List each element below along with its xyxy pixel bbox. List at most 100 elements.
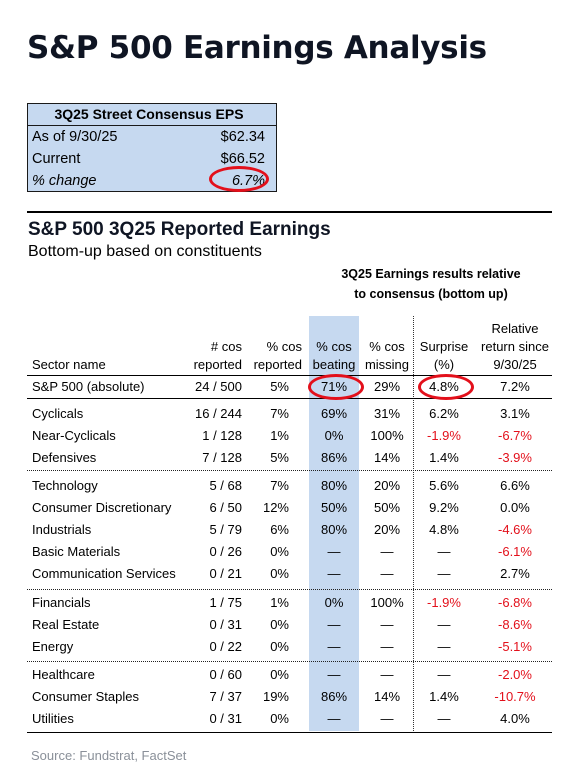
pct-beating: 50% <box>320 500 348 515</box>
col-header-line: missing <box>364 357 410 372</box>
table-row: S&P 500 (absolute) 24 / 500 5% 71% 29% 4.8% 7.… <box>0 376 588 398</box>
sector-name: Industrials <box>32 522 92 537</box>
relative-return: -4.6% <box>498 522 532 537</box>
pct-reported: 0% <box>270 667 289 682</box>
pct-beating: — <box>327 639 341 654</box>
col-header-line: % cos <box>316 339 352 354</box>
group-header: 3Q25 Earnings results relative to consen… <box>318 264 544 304</box>
table-row: Technology 5 / 68 7% 80% 20% 5.6% 6.6% <box>0 475 588 497</box>
table-row: Industrials 5 / 79 6% 80% 20% 4.8% -4.6% <box>0 519 588 541</box>
col-header-surprise: Surprise (%) <box>414 338 474 374</box>
col-header-line: reported <box>253 357 302 372</box>
page-title: S&P 500 Earnings Analysis <box>27 30 487 66</box>
section-title: S&P 500 3Q25 Reported Earnings <box>28 219 331 240</box>
col-header-sector: Sector name <box>32 357 106 372</box>
surprise-pct: 4.8% <box>429 522 459 537</box>
cos-reported: 1 / 75 <box>209 595 242 610</box>
surprise-pct: 1.4% <box>429 450 459 465</box>
table-row: Consumer Staples 7 / 37 19% 86% 14% 1.4% -10.7… <box>0 686 588 708</box>
cos-reported: 5 / 79 <box>209 522 242 537</box>
pct-reported: 7% <box>270 406 289 421</box>
table-row: Near-Cyclicals 1 / 128 1% 0% 100% -1.9% -6.7% <box>0 425 588 447</box>
pct-reported: 1% <box>270 595 289 610</box>
pct-beating: — <box>327 544 341 559</box>
pct-missing: 29% <box>373 379 401 394</box>
pct-reported: 0% <box>270 639 289 654</box>
surprise-pct: — <box>437 566 451 581</box>
surprise-pct: 1.4% <box>429 689 459 704</box>
pct-missing: 50% <box>373 500 401 515</box>
pct-beating: 0% <box>324 428 344 443</box>
pct-missing: — <box>380 639 394 654</box>
pct-missing: — <box>380 667 394 682</box>
table-row: Defensives 7 / 128 5% 86% 14% 1.4% -3.9% <box>0 447 588 469</box>
table-row: Financials 1 / 75 1% 0% 100% -1.9% -6.8% <box>0 592 588 614</box>
table-row: Real Estate 0 / 31 0% — — — -8.6% <box>0 614 588 636</box>
cos-reported: 16 / 244 <box>195 406 242 421</box>
relative-return: 2.7% <box>500 566 530 581</box>
sector-name: Utilities <box>32 711 74 726</box>
group-rule <box>27 661 552 662</box>
relative-return: -2.0% <box>498 667 532 682</box>
pct-reported: 19% <box>262 689 289 704</box>
relative-return: 3.1% <box>500 406 530 421</box>
cos-reported: 6 / 50 <box>209 500 242 515</box>
sector-name: Energy <box>32 639 74 654</box>
pct-beating: — <box>327 667 341 682</box>
col-header-return: Relative return since 9/30/25 <box>472 320 558 374</box>
pct-beating: — <box>327 711 341 726</box>
pct-missing: 20% <box>373 478 401 493</box>
table-row: Basic Materials 0 / 26 0% — — — -6.1% <box>0 541 588 563</box>
pct-missing: 14% <box>373 450 401 465</box>
pct-reported: 0% <box>270 544 289 559</box>
pct-missing: 31% <box>373 406 401 421</box>
pct-beating: 0% <box>324 595 344 610</box>
surprise-pct: 9.2% <box>429 500 459 515</box>
pct-reported: 5% <box>270 450 289 465</box>
consensus-value: $66.52 <box>220 151 265 167</box>
sector-name: Financials <box>32 595 91 610</box>
pct-reported: 7% <box>270 478 289 493</box>
pct-reported: 12% <box>262 500 289 515</box>
section-subtitle: Bottom-up based on constituents <box>28 243 262 260</box>
pct-beating: — <box>327 617 341 632</box>
surprise-pct: -1.9% <box>427 595 461 610</box>
cos-reported: 0 / 31 <box>209 711 242 726</box>
relative-return: 6.6% <box>500 478 530 493</box>
consensus-eps-header: 3Q25 Street Consensus EPS <box>28 104 276 126</box>
pct-missing: 20% <box>373 522 401 537</box>
sector-name: Defensives <box>32 450 97 465</box>
consensus-row: Current $66.52 <box>28 148 276 170</box>
relative-return: -8.6% <box>498 617 532 632</box>
section-rule <box>27 211 552 213</box>
source-note: Source: Fundstrat, FactSet <box>31 748 187 763</box>
surprise-pct: — <box>437 667 451 682</box>
col-header-pct-beating: % cos beating <box>309 338 359 374</box>
surprise-pct: 6.2% <box>429 406 459 421</box>
highlight-circle <box>418 374 474 400</box>
relative-return: 7.2% <box>500 379 530 394</box>
col-header-line: # cos <box>210 339 242 354</box>
relative-return: -10.7% <box>494 689 536 704</box>
column-divider <box>413 316 414 731</box>
table-row: Healthcare 0 / 60 0% — — — -2.0% <box>0 664 588 686</box>
col-header-line: return since <box>481 339 549 354</box>
col-header-pct-reported: % cos reported <box>240 338 302 374</box>
pct-reported: 0% <box>270 617 289 632</box>
group-header-line: to consensus (bottom up) <box>354 287 508 301</box>
pct-missing: — <box>380 566 394 581</box>
relative-return: -6.7% <box>498 428 532 443</box>
pct-missing: 100% <box>370 428 404 443</box>
col-header-line: % cos <box>369 339 405 354</box>
table-row: Consumer Discretionary 6 / 50 12% 50% 50% 9.2… <box>0 497 588 519</box>
col-header-line: Surprise <box>419 339 469 354</box>
cos-reported: 7 / 37 <box>209 689 242 704</box>
sector-name: Technology <box>32 478 98 493</box>
sector-name: Consumer Discretionary <box>32 500 172 515</box>
surprise-pct: 5.6% <box>429 478 459 493</box>
surprise-pct: — <box>437 544 451 559</box>
consensus-label: As of 9/30/25 <box>32 129 118 145</box>
cos-reported: 0 / 60 <box>209 667 242 682</box>
pct-reported: 6% <box>270 522 289 537</box>
pct-reported: 1% <box>270 428 289 443</box>
